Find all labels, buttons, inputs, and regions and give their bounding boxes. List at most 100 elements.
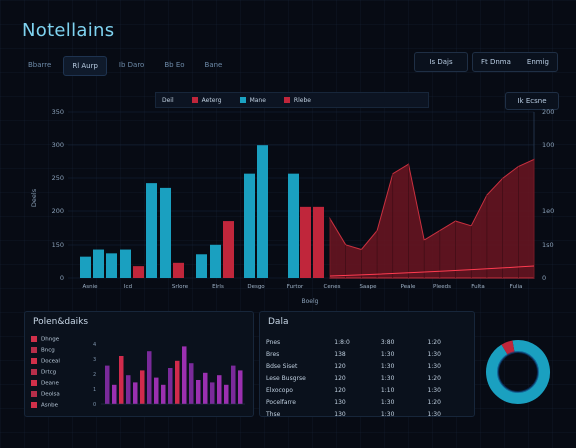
x-tick-label: Desgo: [247, 284, 265, 290]
legend-panel-title: Polen&daiks: [33, 317, 89, 327]
table-row[interactable]: Elxocopo 120 1:10 1:30: [266, 384, 474, 396]
mini-legend-label: Drtcg: [41, 369, 57, 376]
x-tick-label: Pleeds: [433, 284, 451, 290]
bar-mane: [80, 256, 91, 278]
mini-bar: [203, 372, 208, 404]
mini-bar: [154, 377, 159, 404]
x-tick-label: Srlore: [172, 284, 189, 290]
y-tick-left: 250: [52, 174, 64, 182]
mini-bar: [217, 375, 222, 404]
x-axis-label: Boelg: [302, 298, 319, 305]
row-label: Pocelfarre: [266, 398, 296, 406]
y-tick-right: 200: [542, 108, 554, 116]
mini-bar: [147, 351, 152, 404]
row-label: Bdse Siset: [266, 362, 298, 370]
bar-mane: [288, 173, 299, 278]
mini-y-tick: 4: [93, 342, 96, 348]
y-tick-left: 350: [52, 108, 64, 116]
bar-mane: [244, 173, 255, 278]
y-tick-left: 0: [60, 274, 64, 282]
mini-bar: [126, 375, 131, 404]
app-title: Notellains: [22, 20, 115, 41]
table-cell: 1:20: [427, 374, 441, 382]
mini-y-tick: 2: [93, 372, 96, 378]
mini-legend-item[interactable]: Dhnge: [31, 336, 59, 343]
data-table: Pnes 1:8:0 3:80 1:20 Bres 138 1:30 1:30 Bdse Sis…: [266, 336, 474, 420]
main-chart: 350 300 250 200 150 0 200 100 1e0 1s0 0 Deels Asnie I…: [30, 108, 554, 305]
legend-item-3[interactable]: Mane: [239, 97, 266, 104]
x-tick-label: Furtor: [287, 284, 304, 290]
mini-bar: [189, 363, 194, 404]
table-cell: 120: [334, 362, 346, 370]
table-row[interactable]: Pocelfarre 130 1:30 1:20: [266, 396, 474, 408]
bar-aeterg: [300, 206, 311, 278]
table-row[interactable]: Bdse Siset 120 1:30 1:30: [266, 360, 474, 372]
bar-mane: [160, 187, 171, 278]
legend-item-4[interactable]: Rlebe: [283, 97, 311, 104]
row-label: Thse: [266, 410, 281, 418]
chart-legend: Deil Aeterg Mane Rlebe: [155, 92, 429, 108]
table-row[interactable]: Thse 130 1:30 1:30: [266, 408, 474, 420]
tab-4[interactable]: Bb Eo: [164, 61, 185, 69]
mini-legend-item[interactable]: Deolsa: [31, 391, 60, 398]
legend-swatch: [31, 358, 37, 364]
table-row[interactable]: Bres 138 1:30 1:30: [266, 348, 474, 360]
tab-1[interactable]: Bbarre: [28, 61, 52, 69]
mini-y-tick: 3: [93, 357, 96, 363]
table-row[interactable]: Lese Busgrse 120 1:30 1:20: [266, 372, 474, 384]
x-tick-label: Fulia: [510, 284, 523, 290]
mini-bar: [182, 346, 187, 404]
legend-item-1[interactable]: Deil: [162, 96, 174, 104]
data-panel-title: Dala: [268, 317, 289, 327]
legend-swatch: [31, 380, 37, 386]
x-tick-label: Cenes: [324, 284, 341, 290]
legend-item-2[interactable]: Aeterg: [191, 97, 222, 104]
x-tick-label: Elrls: [212, 284, 224, 290]
y-axis-label: Deels: [30, 188, 38, 207]
mini-bar: [133, 382, 138, 404]
tab-3[interactable]: Ib Daro: [118, 61, 145, 69]
mini-legend-label: Asnbe: [41, 402, 58, 409]
mini-bar: [196, 380, 201, 404]
mini-legend-item[interactable]: Deane: [31, 380, 59, 387]
bar-mane: [106, 253, 117, 278]
bar-mane: [120, 249, 131, 278]
row-label: Lese Busgrse: [266, 374, 306, 382]
x-tick-label: Asnie: [82, 284, 98, 290]
mini-bar: [210, 382, 215, 404]
row-label: Pnes: [266, 338, 281, 346]
bar-mane: [196, 254, 207, 278]
days-button-label: Is Dajs: [429, 58, 453, 66]
chart-select-dropdown[interactable]: Ik Ecsne: [505, 92, 559, 110]
mini-bar: [119, 356, 124, 404]
mini-legend-item[interactable]: Doceal: [31, 358, 60, 365]
mini-bar: [224, 384, 229, 404]
tab-2[interactable]: Rl Aurp: [63, 56, 107, 76]
y-tick-right: 1e0: [542, 207, 554, 215]
mini-legend-item[interactable]: Asnbe: [31, 402, 58, 409]
mini-legend-label: Bncg: [41, 347, 55, 354]
bar-aeterg: [133, 266, 144, 278]
table-cell: 1:10: [380, 386, 395, 394]
mini-bar: [140, 370, 145, 404]
x-tick-label: Peale: [401, 284, 416, 290]
days-button[interactable]: Is Dajs: [414, 52, 468, 72]
data-panel: Dala Pnes 1:8:0 3:80 1:20 Bres 138 1:30 1:30 Bds…: [259, 311, 475, 420]
filter-button[interactable]: Ft Dnma: [480, 58, 511, 66]
row-label: Elxocopo: [266, 386, 293, 394]
table-row[interactable]: Pnes 1:8:0 3:80 1:20: [266, 336, 474, 348]
y-tick-left: 150: [52, 241, 64, 249]
timing-button[interactable]: Enmig: [526, 58, 549, 66]
tab-5[interactable]: Bane: [204, 61, 223, 69]
y-tick-left: 200: [52, 207, 64, 215]
table-cell: 1:30: [427, 350, 441, 358]
mini-legend-item[interactable]: Drtcg: [31, 369, 56, 376]
mini-legend-item[interactable]: Bncg: [31, 347, 55, 354]
x-tick-label: Saape: [359, 284, 377, 290]
mini-bar: [168, 368, 173, 404]
legend-swatch: [31, 336, 37, 342]
mini-legend-label: Deolsa: [41, 391, 60, 398]
table-cell: 1:20: [427, 398, 441, 406]
bar-aeterg: [223, 221, 234, 278]
